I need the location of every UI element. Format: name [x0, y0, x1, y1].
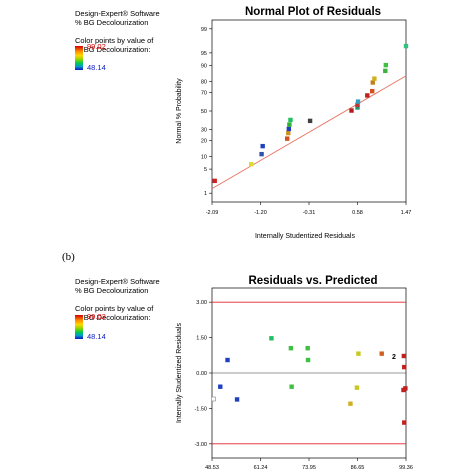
color-label-line-1: Color points by value of — [75, 36, 154, 45]
color-scale-low: 48.14 — [87, 332, 106, 341]
response-name: % BG Decolourization — [75, 286, 149, 295]
panel-label-b: (b) — [62, 251, 75, 263]
data-point — [249, 162, 254, 167]
data-point — [403, 43, 409, 49]
data-point — [286, 130, 291, 136]
data-point — [307, 118, 313, 124]
data-point — [305, 346, 310, 351]
y-tick-label: 0.00 — [196, 371, 207, 377]
chart-title-a: Normal Plot of Residuals — [245, 6, 381, 18]
data-point — [402, 364, 407, 370]
side-legend-a: Design-Expert® Software % BG Decolouriza… — [75, 9, 160, 54]
color-scale-swatch — [75, 46, 83, 70]
color-scale-high: 99.02 — [87, 312, 106, 321]
color-scale-swatch — [75, 315, 83, 339]
software-name: Design-Expert® Software — [75, 9, 160, 18]
color-label-line-2: % BG Decolourization: — [75, 313, 151, 322]
data-point — [354, 385, 360, 390]
data-point — [383, 68, 388, 74]
x-tick-label: -1.20 — [254, 210, 267, 216]
x-tick-label: 1.47 — [401, 210, 412, 216]
data-point — [372, 76, 377, 81]
x-tick-label: 99.36 — [399, 465, 413, 471]
data-point — [383, 62, 389, 68]
data-point — [356, 351, 361, 356]
data-point — [288, 346, 294, 351]
y-tick-label: 50 — [201, 109, 207, 115]
data-point — [285, 136, 290, 141]
y-tick-label: -3.00 — [194, 442, 207, 448]
data-point — [379, 351, 384, 356]
side-legend-b: Design-Expert® Software % BG Decolouriza… — [75, 277, 160, 322]
x-tick-label: 61.24 — [254, 465, 268, 471]
y-tick-label: 30 — [201, 128, 207, 134]
y-tick-label: -1.50 — [194, 406, 207, 412]
data-point — [305, 357, 311, 363]
y-tick-label: 5 — [204, 167, 207, 173]
data-point — [401, 353, 407, 359]
x-tick-label: 0.58 — [352, 210, 363, 216]
data-point — [234, 397, 240, 402]
x-axis-label-a: Internally Studentized Residuals — [255, 233, 356, 240]
data-point — [355, 99, 361, 104]
y-tick-label: 70 — [201, 90, 207, 96]
x-tick-label: -2.09 — [206, 210, 219, 216]
y-axis-label-a: Normal % Probability — [176, 78, 183, 144]
y-tick-label: 95 — [201, 51, 207, 57]
color-label-line-1: Color points by value of — [75, 304, 154, 313]
x-tick-label: 48.53 — [205, 465, 219, 471]
data-point — [288, 117, 293, 123]
data-point — [355, 105, 360, 110]
data-point — [348, 401, 353, 406]
data-point — [402, 420, 407, 425]
data-point — [286, 126, 292, 132]
x-tick-label: -0.31 — [303, 210, 316, 216]
data-point — [370, 88, 375, 94]
y-tick-label: 1 — [204, 191, 207, 197]
y-tick-label: 99 — [201, 27, 207, 33]
y-tick-label: 90 — [201, 64, 207, 70]
y-tick-label: 3.00 — [196, 300, 207, 306]
y-tick-label: 10 — [201, 154, 207, 160]
data-point — [212, 178, 217, 184]
y-tick-label: 20 — [201, 139, 207, 145]
data-point — [287, 122, 292, 127]
response-name: % BG Decolourization — [75, 18, 149, 27]
data-point — [259, 151, 264, 157]
software-name: Design-Expert® Software — [75, 277, 160, 286]
y-tick-label: 1.50 — [196, 336, 207, 342]
y-axis-label-b: Internally Studentized Residuals — [176, 323, 183, 424]
x-tick-label: 73.95 — [302, 465, 316, 471]
y-tick-label: 80 — [201, 79, 207, 85]
data-point — [260, 143, 265, 149]
color-label-line-2: % BG Decolourization: — [75, 45, 151, 54]
data-point — [349, 108, 354, 113]
data-point — [211, 396, 216, 402]
data-point — [225, 357, 230, 363]
chart-title-b: Residuals vs. Predicted — [248, 275, 377, 287]
data-point — [355, 102, 360, 107]
data-point — [218, 384, 223, 389]
reference-line — [211, 75, 407, 190]
data-point — [370, 80, 375, 85]
color-scale-high: 99.02 — [87, 42, 106, 51]
point-count-label: 2 — [392, 354, 396, 361]
data-point — [403, 386, 408, 391]
data-point — [269, 336, 274, 341]
x-tick-label: 86.65 — [351, 465, 365, 471]
color-scale-low: 48.14 — [87, 63, 106, 72]
data-point — [289, 384, 294, 389]
data-point — [365, 93, 370, 98]
plot-frame-a — [211, 19, 407, 203]
